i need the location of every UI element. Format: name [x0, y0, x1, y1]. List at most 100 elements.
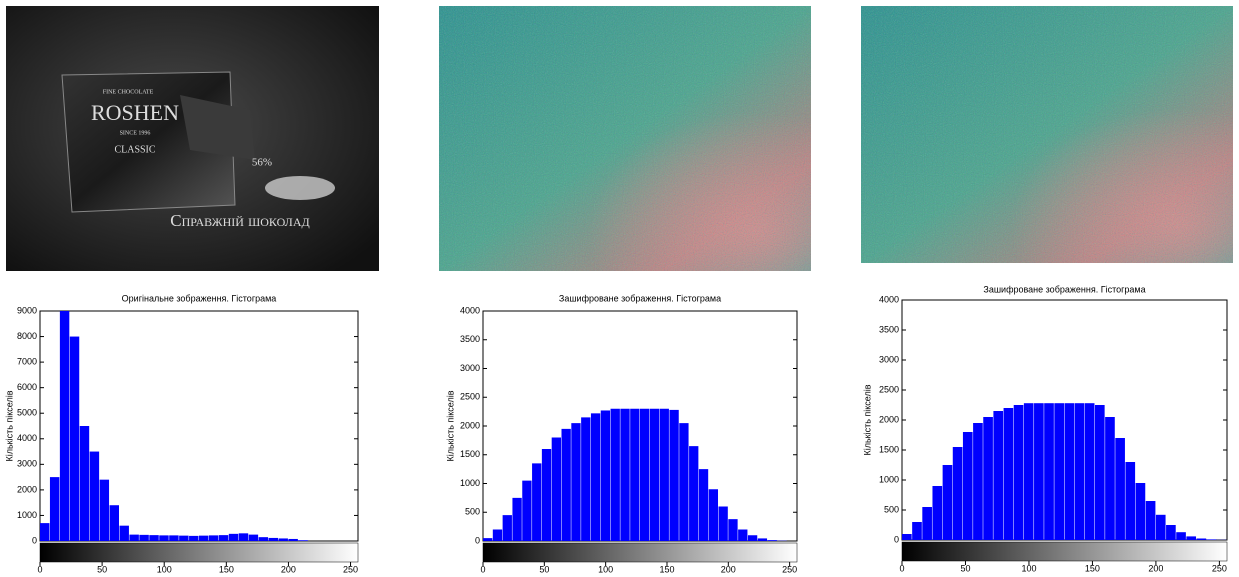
bar — [649, 408, 660, 541]
y-tick-label: 4000 — [879, 294, 899, 304]
bar — [1196, 538, 1207, 540]
bar — [1145, 501, 1156, 540]
bar — [1115, 438, 1125, 540]
y-tick-label: 2000 — [460, 420, 480, 430]
bar — [952, 447, 963, 540]
bar — [640, 408, 650, 541]
bar — [483, 538, 493, 541]
bar — [69, 336, 80, 541]
photo-text: 56% — [252, 157, 272, 169]
y-tick-label: 1000 — [460, 478, 480, 488]
bar — [228, 533, 239, 541]
y-tick-label: 500 — [465, 507, 480, 517]
y-tick-label: 0 — [32, 535, 37, 545]
bar — [1135, 483, 1146, 540]
encrypted-photo — [861, 6, 1233, 263]
bar — [40, 523, 50, 541]
colorbar — [482, 542, 798, 563]
y-tick-label: 2500 — [879, 384, 899, 394]
x-tick-label: 0 — [480, 564, 485, 574]
colorbar — [39, 542, 359, 563]
bar — [747, 535, 758, 541]
bar — [993, 411, 1004, 540]
x-tick-label: 150 — [1085, 563, 1100, 573]
bar — [983, 417, 993, 540]
bar — [492, 529, 503, 541]
bar — [49, 477, 60, 541]
x-tick-label: 0 — [899, 563, 904, 573]
y-tick-label: 0 — [475, 535, 480, 545]
x-tick-label: 50 — [539, 564, 549, 574]
bar — [129, 534, 139, 541]
bar — [1105, 417, 1115, 540]
bar — [298, 540, 308, 541]
x-tick-label: 150 — [219, 564, 234, 574]
y-tick-label: 1500 — [879, 444, 899, 454]
y-tick-label: 3500 — [879, 324, 899, 334]
bar — [238, 533, 249, 541]
x-tick-label: 0 — [37, 564, 42, 574]
bar — [1074, 403, 1085, 540]
bar — [1176, 532, 1186, 540]
histogram-chart: Зашифроване зображення. Гістограма Кількі… — [445, 293, 798, 574]
photo-text: SINCE 1996 — [120, 130, 151, 136]
photo-text: ROSHEN — [91, 100, 179, 125]
bar — [189, 535, 199, 541]
y-tick-label: 0 — [894, 534, 899, 544]
bar — [708, 489, 718, 541]
y-axis-label: Кількість пікселів — [445, 390, 455, 461]
bar — [669, 409, 679, 541]
bar — [689, 446, 699, 541]
bar — [179, 535, 189, 541]
bar — [1186, 536, 1197, 540]
bar — [139, 534, 149, 541]
y-tick-label: 8000 — [17, 331, 37, 341]
bar — [1084, 403, 1095, 540]
bar — [288, 538, 298, 541]
bar — [258, 537, 269, 541]
bars — [483, 408, 787, 541]
bar — [149, 535, 159, 541]
bar — [1034, 403, 1044, 540]
bar — [1155, 514, 1166, 540]
bar — [767, 540, 777, 541]
y-tick-label: 1000 — [879, 474, 899, 484]
bars — [40, 311, 308, 541]
bar — [79, 426, 90, 541]
photo-text: CLASSIC — [114, 144, 155, 155]
bar — [659, 408, 669, 541]
bar — [169, 535, 179, 541]
y-tick-label: 3000 — [17, 459, 37, 469]
bar — [962, 432, 973, 540]
y-tick-label: 4000 — [460, 305, 480, 315]
photo-text: FINE CHOCOLATE — [103, 89, 154, 95]
y-tick-label: 1000 — [17, 510, 37, 520]
x-tick-label: 200 — [281, 564, 296, 574]
original-photo: FINE CHOCOLATE ROSHEN SINCE 1996 CLASSIC… — [6, 6, 379, 271]
histogram-chart: Оригінальне зображення. Гістограма Кількі… — [4, 293, 359, 574]
bar — [502, 515, 512, 541]
x-tick-label: 250 — [782, 564, 797, 574]
y-tick-label: 7000 — [17, 356, 37, 366]
bar — [1125, 462, 1136, 540]
bar — [1054, 403, 1064, 540]
x-tick-label: 250 — [343, 564, 358, 574]
bar — [571, 423, 581, 541]
bar — [109, 505, 119, 541]
bar — [932, 486, 943, 540]
bar — [1166, 525, 1176, 540]
y-tick-label: 2000 — [17, 484, 37, 494]
y-tick-label: 6000 — [17, 382, 37, 392]
chart-title: Оригінальне зображення. Гістограма — [122, 293, 277, 303]
colorbar — [901, 541, 1228, 562]
bar — [922, 507, 932, 540]
bar — [698, 469, 709, 541]
bar — [600, 410, 611, 541]
bar — [581, 417, 591, 541]
y-tick-label: 1500 — [460, 449, 480, 459]
bar — [728, 519, 738, 541]
bar — [902, 534, 912, 540]
x-tick-label: 250 — [1212, 563, 1227, 573]
x-tick-label: 50 — [97, 564, 107, 574]
bar — [248, 534, 259, 541]
